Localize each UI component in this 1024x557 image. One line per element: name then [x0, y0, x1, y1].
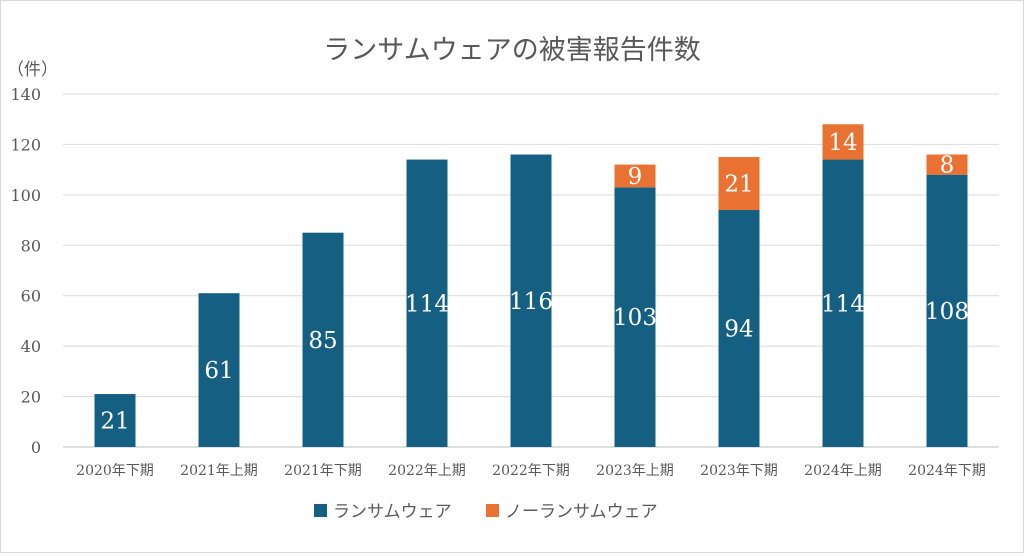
data-label: 94 — [724, 316, 753, 342]
data-label: 8 — [940, 153, 955, 179]
bar-non-ransomware — [614, 164, 656, 188]
y-tick-label: 60 — [21, 287, 41, 306]
data-label: 114 — [821, 291, 865, 317]
y-axis-ticks: 0 20 40 60 80 100 120 140 — [10, 85, 41, 457]
data-label: 103 — [613, 305, 657, 331]
bar-ransomware — [510, 154, 552, 447]
bar-ransomware — [406, 159, 448, 448]
bar-ransomware — [926, 174, 968, 447]
bar-ransomware — [198, 293, 240, 447]
x-tick-label: 2022年上期 — [388, 463, 466, 479]
data-label: 21 — [724, 172, 753, 198]
bar-ransomware — [718, 209, 760, 447]
x-tick-label: 2020年下期 — [76, 463, 154, 479]
y-axis-unit-label: （件） — [7, 60, 58, 80]
data-label: 85 — [308, 328, 337, 354]
x-tick-label: 2023年上期 — [596, 463, 674, 479]
chart-title: ランサムウェアの被害報告件数 — [323, 35, 700, 66]
y-tick-label: 0 — [31, 438, 41, 457]
legend-swatch — [486, 504, 499, 517]
data-label: 14 — [828, 130, 857, 156]
bars: 21 61 85 114 116 103 9 94 21 114 14 108 8 — [94, 124, 969, 448]
bar-ransomware — [822, 159, 864, 448]
legend-swatch — [314, 504, 327, 517]
bar-non-ransomware — [718, 157, 760, 210]
x-tick-label: 2023年下期 — [700, 463, 778, 479]
legend: ランサムウェア ノーランサムウェア — [314, 502, 658, 522]
data-label: 114 — [405, 291, 449, 317]
bar-ransomware — [302, 232, 344, 447]
y-tick-label: 120 — [10, 135, 41, 154]
data-label: 116 — [509, 289, 553, 315]
y-tick-label: 100 — [10, 186, 41, 205]
bar-ransomware — [94, 394, 136, 447]
y-tick-label: 140 — [10, 85, 41, 104]
data-label: 108 — [925, 299, 969, 325]
data-label: 21 — [100, 409, 129, 435]
legend-label: ノーランサムウェア — [505, 502, 658, 522]
y-tick-label: 40 — [21, 337, 41, 356]
x-tick-label: 2021年上期 — [180, 463, 258, 479]
y-tick-label: 80 — [21, 236, 41, 255]
y-tick-label: 20 — [21, 388, 41, 407]
data-label: 9 — [628, 164, 643, 190]
x-tick-label: 2022年下期 — [492, 463, 570, 479]
x-tick-label: 2021年下期 — [284, 463, 362, 479]
x-tick-label: 2024年下期 — [908, 463, 986, 479]
bar-non-ransomware — [926, 154, 968, 175]
bar-non-ransomware — [822, 124, 864, 160]
legend-label: ランサムウェア — [333, 502, 452, 522]
x-axis-ticks: 2020年下期 2021年上期 2021年下期 2022年上期 2022年下期 2023年… — [76, 463, 986, 479]
bar-ransomware — [614, 187, 656, 448]
x-tick-label: 2024年上期 — [804, 463, 882, 479]
data-label: 61 — [204, 358, 233, 384]
